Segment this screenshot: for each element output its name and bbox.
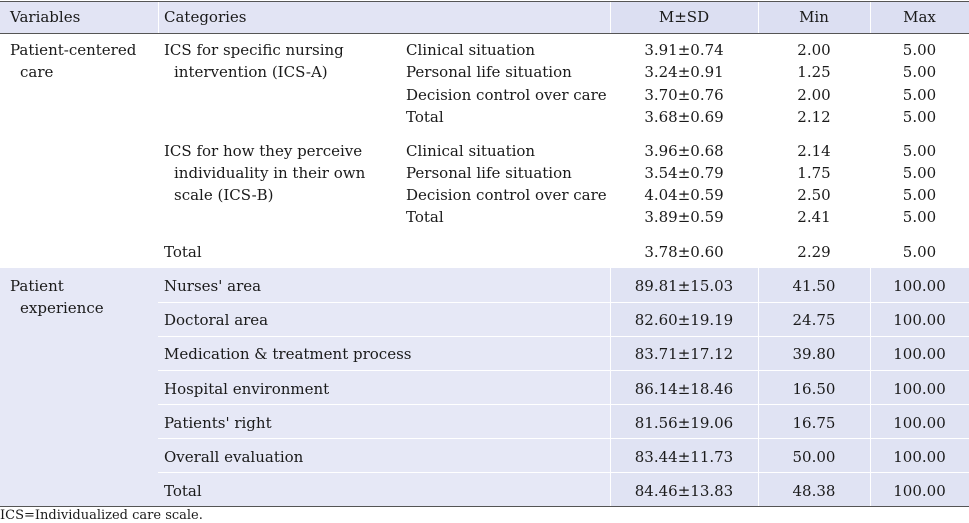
cell-max: 100.00 xyxy=(893,414,946,432)
row-divider xyxy=(158,336,969,337)
cell-max: 5.00 xyxy=(902,41,937,59)
subcategory-label: Clinical situation xyxy=(406,142,536,160)
header-variables: Variables xyxy=(10,8,81,26)
table-footnote: ICS=Individualized care scale. xyxy=(0,508,203,523)
cell-max: 100.00 xyxy=(893,448,946,466)
header-stats-band xyxy=(610,2,969,33)
column-divider xyxy=(870,268,871,506)
category-label: Total xyxy=(164,482,202,500)
cell-msd: 82.60±19.19 xyxy=(634,311,734,329)
subcategory-label: Personal life situation xyxy=(406,63,572,81)
cell-min: 2.14 xyxy=(797,142,831,160)
header-divider xyxy=(158,2,159,33)
cell-min: 1.25 xyxy=(797,63,831,81)
cell-min: 2.41 xyxy=(797,208,831,226)
header-max: Max xyxy=(903,8,936,26)
total-label: Total xyxy=(164,243,202,261)
cell-msd: 4.04±0.59 xyxy=(644,186,724,204)
row-divider xyxy=(158,302,969,303)
column-divider xyxy=(610,268,611,506)
table-bottom-rule xyxy=(0,506,969,507)
cell-min: 2.12 xyxy=(797,108,831,126)
cell-min: 2.29 xyxy=(797,243,831,261)
cell-msd: 83.44±11.73 xyxy=(634,448,734,466)
cell-min: 39.80 xyxy=(792,345,836,363)
cell-max: 100.00 xyxy=(893,345,946,363)
category-label: Doctoral area xyxy=(164,311,269,329)
category-label: Medication & treatment process xyxy=(164,345,412,363)
cell-max: 5.00 xyxy=(902,142,937,160)
header-min: Min xyxy=(799,8,829,26)
cell-msd: 3.91±0.74 xyxy=(644,41,724,59)
cell-msd: 86.14±18.46 xyxy=(634,380,734,398)
header-divider xyxy=(870,2,871,33)
header-top-rule xyxy=(0,1,969,2)
category-icsa: ICS for specific nursing xyxy=(164,41,344,59)
cell-min: 16.75 xyxy=(792,414,836,432)
subcategory-label: Total xyxy=(406,208,444,226)
category-label: Hospital environment xyxy=(164,380,330,398)
subcategory-label: Decision control over care xyxy=(406,86,607,104)
row-divider xyxy=(158,370,969,371)
cell-msd: 3.89±0.59 xyxy=(644,208,724,226)
cell-msd: 3.96±0.68 xyxy=(644,142,724,160)
cell-max: 100.00 xyxy=(893,482,946,500)
row-divider xyxy=(158,472,969,473)
cell-msd: 89.81±15.03 xyxy=(634,277,734,295)
variable-patient-centered-care: Patient-centered xyxy=(10,41,137,59)
cell-msd: 83.71±17.12 xyxy=(634,345,734,363)
cell-min: 2.50 xyxy=(797,186,831,204)
header-divider xyxy=(610,2,611,33)
cell-max: 5.00 xyxy=(902,243,937,261)
header-msd: M±SD xyxy=(658,8,710,26)
variable-patient-experience-cont: experience xyxy=(20,299,104,317)
cell-msd: 3.54±0.79 xyxy=(644,164,724,182)
cell-max: 5.00 xyxy=(902,108,937,126)
subcategory-label: Personal life situation xyxy=(406,164,572,182)
cell-max: 100.00 xyxy=(893,380,946,398)
cell-min: 2.00 xyxy=(797,86,831,104)
cell-max: 100.00 xyxy=(893,311,946,329)
cell-msd: 3.70±0.76 xyxy=(644,86,724,104)
category-icsa-cont: intervention (ICS-A) xyxy=(174,63,328,81)
category-icsb-cont: scale (ICS-B) xyxy=(174,186,274,204)
subcategory-label: Decision control over care xyxy=(406,186,607,204)
cell-min: 16.50 xyxy=(792,380,836,398)
column-divider xyxy=(758,268,759,506)
row-divider xyxy=(158,438,969,439)
cell-min: 48.38 xyxy=(792,482,836,500)
category-icsb-cont: individuality in their own xyxy=(174,164,366,182)
subcategory-label: Total xyxy=(406,108,444,126)
cell-msd: 3.78±0.60 xyxy=(644,243,724,261)
cell-max: 5.00 xyxy=(902,208,937,226)
cell-msd: 84.46±13.83 xyxy=(634,482,734,500)
row-divider xyxy=(158,404,969,405)
cell-max: 100.00 xyxy=(893,277,946,295)
category-label: Nurses' area xyxy=(164,277,262,295)
patient-experience-stats-band xyxy=(610,268,969,506)
cell-max: 5.00 xyxy=(902,164,937,182)
variable-patient-centered-care-cont: care xyxy=(20,63,54,81)
header-divider xyxy=(758,2,759,33)
header-categories: Categories xyxy=(164,8,247,26)
subcategory-label: Clinical situation xyxy=(406,41,536,59)
category-label: Patients' right xyxy=(164,414,272,432)
cell-min: 2.00 xyxy=(797,41,831,59)
cell-max: 5.00 xyxy=(902,63,937,81)
category-label: Overall evaluation xyxy=(164,448,304,466)
cell-min: 41.50 xyxy=(792,277,836,295)
cell-max: 5.00 xyxy=(902,186,937,204)
cell-msd: 3.68±0.69 xyxy=(644,108,724,126)
cell-max: 5.00 xyxy=(902,86,937,104)
header-bottom-rule xyxy=(0,33,969,34)
variable-patient-experience: Patient xyxy=(10,277,64,295)
cell-min: 50.00 xyxy=(792,448,836,466)
cell-min: 24.75 xyxy=(792,311,836,329)
cell-min: 1.75 xyxy=(797,164,831,182)
cell-msd: 3.24±0.91 xyxy=(644,63,724,81)
category-icsb: ICS for how they perceive xyxy=(164,142,363,160)
cell-msd: 81.56±19.06 xyxy=(634,414,734,432)
